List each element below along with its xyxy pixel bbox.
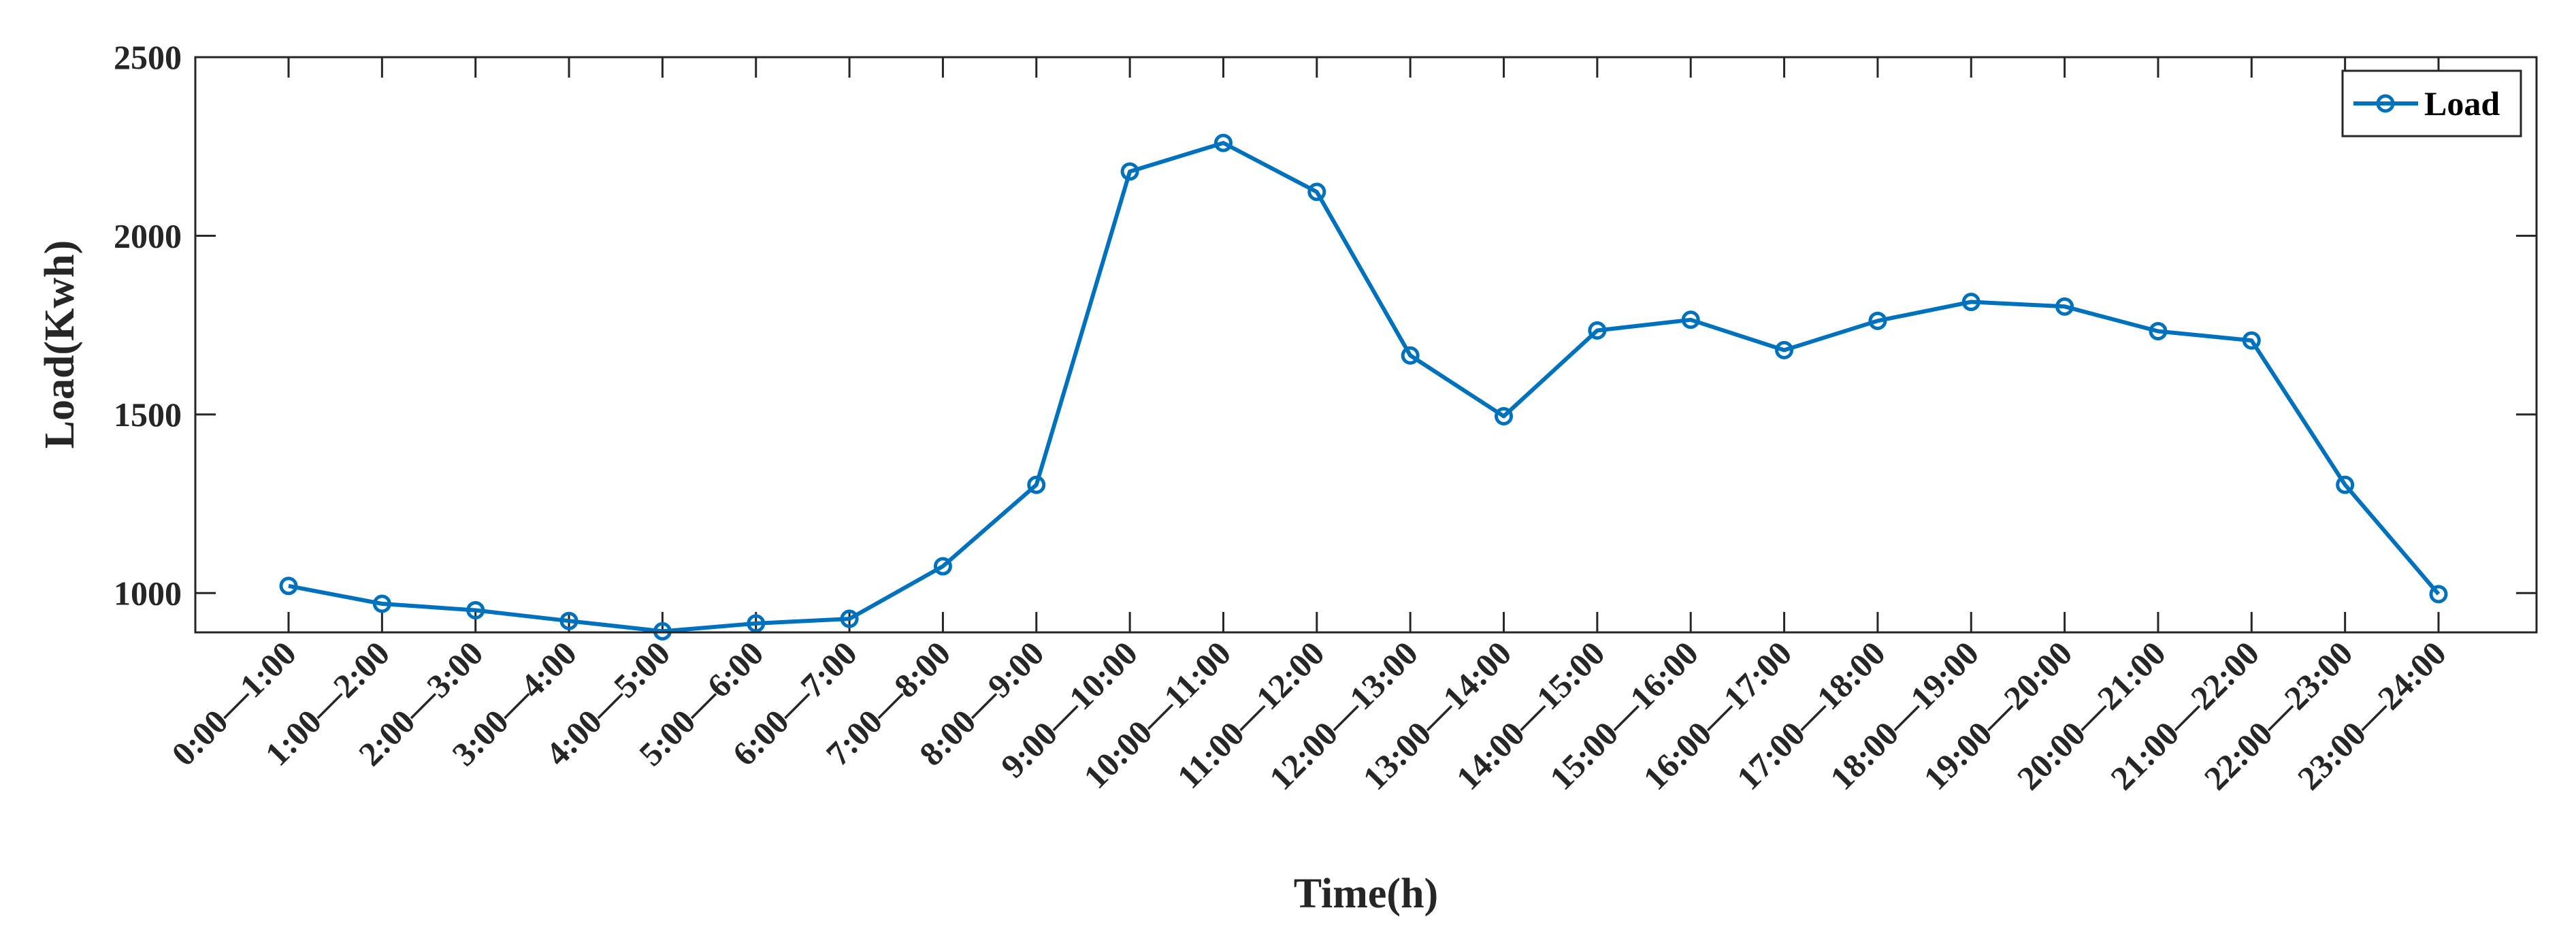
legend-swatch-marker [2376,94,2395,113]
data-point [1213,133,1233,152]
data-point [1401,346,1420,365]
series-layer [279,133,2448,641]
data-point [1307,182,1326,201]
data-point [840,609,859,628]
data-point [2055,297,2074,316]
data-point [747,614,766,633]
data-point [1495,406,1514,425]
legend-box [2341,69,2522,138]
data-point [2429,585,2448,604]
data-point [2242,331,2261,350]
data-point [1961,293,1980,312]
data-point [2149,322,2168,341]
data-point [559,611,578,630]
data-point [933,557,952,576]
y-axis-title: Load(Kwh) [37,240,83,449]
data-point [466,600,485,619]
data-point [1588,321,1607,340]
y-tick-label: 2500 [114,38,182,76]
legend: Load [2341,69,2522,138]
legend-label: Load [2424,84,2500,123]
data-point [1027,475,1046,494]
axes-box [194,56,2538,634]
data-point [653,621,672,641]
y-ticks: 1000 1500 2000 2500 [114,38,2537,612]
y-tick-label: 1500 [114,395,182,434]
x-axis-title: Time(h) [1294,871,1438,917]
y-tick-label: 2000 [114,216,182,255]
plot-area [195,57,2537,632]
data-point [1775,340,1794,359]
data-point [1120,162,1139,181]
data-point [279,577,298,596]
data-point [2336,475,2355,494]
data-point [1868,311,1887,330]
series-line-load [288,141,2441,634]
data-point [372,594,391,613]
y-tick-label: 1000 [114,574,182,612]
data-point [1681,310,1700,329]
